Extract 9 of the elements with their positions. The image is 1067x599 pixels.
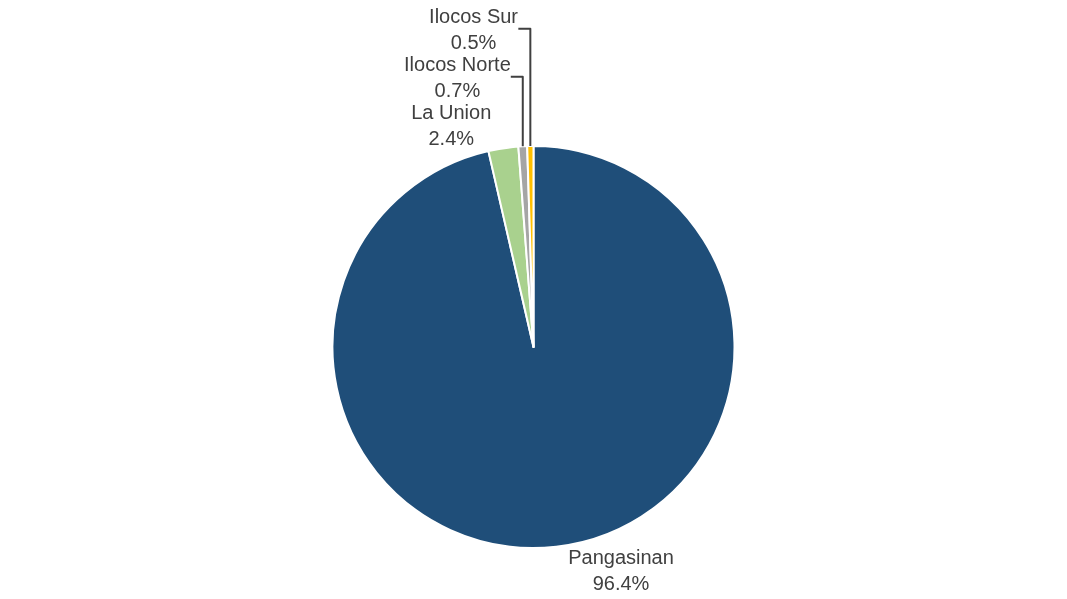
slice-label: Pangasinan (568, 546, 674, 569)
slice-label: La Union (411, 100, 492, 123)
data-label: 0.5% (450, 30, 497, 53)
slice-label: Ilocos Norte (404, 52, 511, 75)
data-label: 0.7% (434, 78, 481, 101)
data-label: 96.4% (592, 572, 650, 595)
data-label: 2.4% (428, 126, 475, 149)
pie-slice (331, 145, 736, 549)
slice-label: Ilocos Sur (429, 4, 519, 27)
